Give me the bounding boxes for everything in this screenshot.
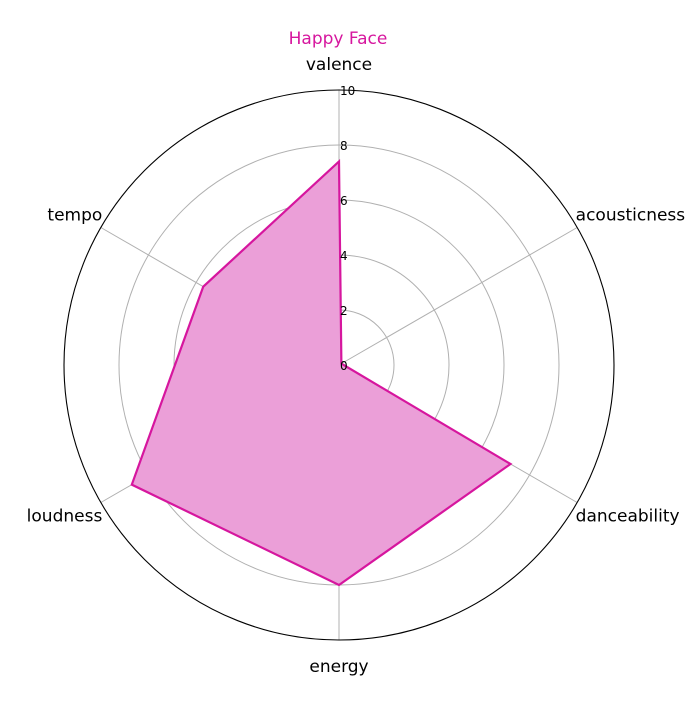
r-tick-label: 2 bbox=[340, 304, 348, 318]
axis-label-valence: valence bbox=[306, 55, 372, 75]
outer-frame bbox=[63, 89, 615, 641]
grid-spoke bbox=[338, 227, 578, 366]
label-layer: 0 2 4 6 8 10 valence acousticness danceability en… bbox=[27, 55, 686, 677]
axis-label-acousticness: acousticness bbox=[576, 206, 686, 226]
axis-label-loudness: loudness bbox=[27, 507, 103, 527]
chart-title: Happy Face bbox=[289, 29, 388, 49]
data-layer bbox=[130, 159, 513, 587]
r-tick-label: 10 bbox=[340, 84, 355, 98]
series-area bbox=[131, 161, 511, 585]
axis-label-energy: energy bbox=[309, 657, 368, 677]
axis-label-tempo: tempo bbox=[47, 206, 102, 226]
r-tick-label: 0 bbox=[340, 359, 348, 373]
axis-label-danceability: danceability bbox=[576, 507, 680, 527]
r-tick-label: 8 bbox=[340, 139, 348, 153]
series-line bbox=[130, 159, 513, 587]
r-tick-label: 6 bbox=[340, 194, 348, 208]
r-tick-label: 4 bbox=[340, 249, 348, 263]
